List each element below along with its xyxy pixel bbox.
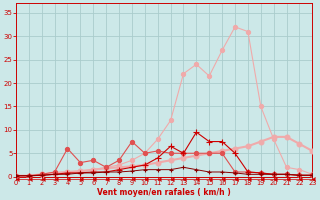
- X-axis label: Vent moyen/en rafales ( km/h ): Vent moyen/en rafales ( km/h ): [97, 188, 231, 197]
